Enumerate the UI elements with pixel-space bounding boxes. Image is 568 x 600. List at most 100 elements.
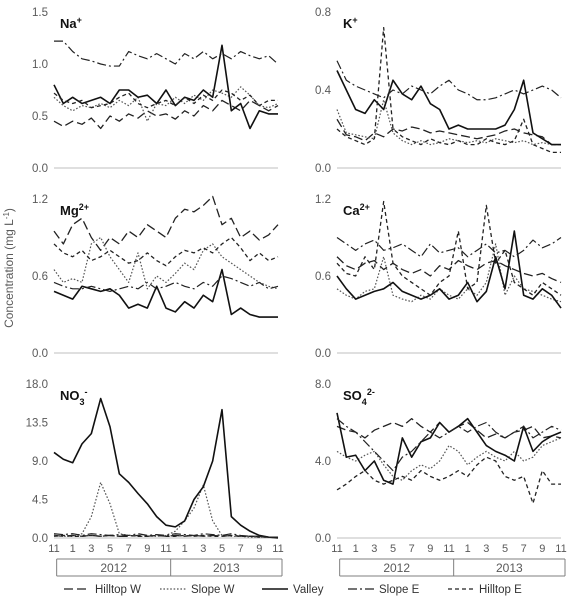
panel-k-series-hilltop-e xyxy=(336,26,561,154)
panel-ca-series-hilltop-e xyxy=(336,200,562,296)
legend-label: Slope W xyxy=(191,584,235,596)
legend-label: Hilltop E xyxy=(479,584,522,596)
panel-mg-series-valley xyxy=(53,268,278,318)
panel-mg-series-hilltop-e xyxy=(53,236,279,267)
legend-item-hilltop-e: Hilltop E xyxy=(448,584,522,596)
panel-na-ion-label: Na+ xyxy=(60,15,82,31)
panel-mg-ytick: 0.0 xyxy=(32,348,48,360)
legend: Hilltop W Slope W Valley Slope E Hilltop E xyxy=(64,584,522,596)
panel-mg-series-slope-e xyxy=(53,275,279,292)
panel-na-ytick: 0.5 xyxy=(32,111,48,123)
ion-superscript: + xyxy=(352,15,357,25)
panel-so4-ytick: 8.0 xyxy=(315,379,331,391)
panel-no3-series-valley xyxy=(53,397,279,539)
month-tick: 11 xyxy=(443,543,454,555)
panel-so4-series-slope-w xyxy=(336,437,562,481)
panel-so4-ion-label: SO42- xyxy=(343,387,375,407)
month-tick: 11 xyxy=(272,543,283,555)
panel-na-series-valley xyxy=(53,44,278,130)
panel-mg: 0.0 0.6 1.2 Mg2+ xyxy=(32,194,279,360)
panel-ca-series-slope-e xyxy=(336,237,562,258)
panel-no3-ytick: 9.0 xyxy=(32,456,48,468)
ion-superscript: + xyxy=(77,15,82,25)
panel-na-ytick: 0.0 xyxy=(32,163,48,175)
panel-k-series-valley xyxy=(336,70,561,146)
panel-k: 0.0 0.4 0.8 K+ xyxy=(315,7,562,175)
month-tick: 5 xyxy=(390,543,396,555)
legend-item-slope-e: Slope E xyxy=(348,584,420,596)
panel-so4: 0.0 4.0 8.0 SO42- xyxy=(315,379,562,545)
panel-na-ytick: 1.0 xyxy=(32,59,48,71)
panel-no3: 0.0 4.5 9.0 13.5 18.0 NO3- xyxy=(26,379,279,545)
month-tick: 5 xyxy=(502,543,508,555)
panel-no3-series-slope-e xyxy=(53,533,278,538)
ion-superscript: - xyxy=(85,387,88,397)
month-tick: 1 xyxy=(70,543,76,555)
year-label: 2012 xyxy=(100,561,127,575)
month-tick: 3 xyxy=(371,543,377,555)
y-axis-label: Concentration (mg L-1) xyxy=(2,208,17,328)
panels-group: 0.00.51.01.5Na+0.00.40.8K+0.00.61.2Mg2+0… xyxy=(26,7,562,545)
month-tick: 5 xyxy=(107,543,113,555)
panel-no3-ytick: 13.5 xyxy=(26,418,48,430)
panel-mg-ion-label: Mg2+ xyxy=(60,202,89,218)
year-label: 2013 xyxy=(496,561,523,575)
month-tick: 3 xyxy=(483,543,489,555)
month-tick: 9 xyxy=(427,543,433,555)
panel-k-ion-label: K+ xyxy=(343,15,358,31)
month-tick: 7 xyxy=(238,543,244,555)
month-tick: 3 xyxy=(88,543,94,555)
legend-item-hilltop-w: Hilltop W xyxy=(64,584,141,596)
panel-so4-ytick: 0.0 xyxy=(315,533,331,545)
panel-k-series-hilltop-w xyxy=(336,118,561,146)
month-tick: 5 xyxy=(219,543,225,555)
panel-na-series-slope-w xyxy=(53,86,279,122)
ion-subscript: 4 xyxy=(362,397,367,407)
month-tick: 11 xyxy=(555,543,566,555)
ion-superscript: 2+ xyxy=(79,202,89,212)
panel-no3-ytick: 18.0 xyxy=(26,379,48,391)
month-tick: 11 xyxy=(160,543,171,555)
panel-mg-ytick: 1.2 xyxy=(32,194,48,206)
ion-superscript: 2+ xyxy=(360,202,370,212)
panel-ca: 0.0 0.6 1.2 Ca2+ xyxy=(315,194,562,360)
panel-k-series-slope-e xyxy=(336,60,562,101)
ion-base: K xyxy=(343,16,353,31)
y-axis-label-sup: -1 xyxy=(2,212,11,220)
legend-item-slope-w: Slope W xyxy=(160,584,235,596)
month-tick: 11 xyxy=(331,543,342,555)
panel-so4-series-slope-e xyxy=(336,418,562,472)
panel-mg-series-slope-w xyxy=(53,236,279,290)
month-tick: 1 xyxy=(465,543,471,555)
month-tick: 1 xyxy=(182,543,188,555)
legend-label: Hilltop W xyxy=(95,584,141,596)
legend-label: Slope E xyxy=(379,584,420,596)
panel-na-series-slope-e xyxy=(54,40,279,67)
panel-so4-ytick: 4.0 xyxy=(315,456,331,468)
panel-ca-ytick: 1.2 xyxy=(315,194,331,206)
month-tick: 9 xyxy=(144,543,150,555)
panel-no3-series-slope-w xyxy=(53,481,279,539)
month-tick: 9 xyxy=(539,543,545,555)
panel-na-series-hilltop-e xyxy=(53,89,278,109)
month-tick: 7 xyxy=(126,543,132,555)
panel-k-ytick: 0.0 xyxy=(315,163,331,175)
month-tick: 7 xyxy=(409,543,415,555)
panel-ca-series-hilltop-w xyxy=(336,256,562,284)
month-tick: 7 xyxy=(521,543,527,555)
year-label: 2013 xyxy=(213,561,240,575)
month-tick: 9 xyxy=(256,543,262,555)
panel-k-series-slope-w xyxy=(336,99,561,146)
panel-no3-ytick: 0.0 xyxy=(32,533,48,545)
panel-no3-series-hilltop-e xyxy=(53,534,278,538)
year-label: 2012 xyxy=(383,561,410,575)
ion-subscript: 3 xyxy=(80,397,85,407)
panel-k-ytick: 0.4 xyxy=(315,85,332,97)
panel-no3-ytick: 4.5 xyxy=(32,495,48,507)
panel-mg-ytick: 0.6 xyxy=(32,271,48,283)
panel-na-ytick: 1.5 xyxy=(32,7,48,19)
